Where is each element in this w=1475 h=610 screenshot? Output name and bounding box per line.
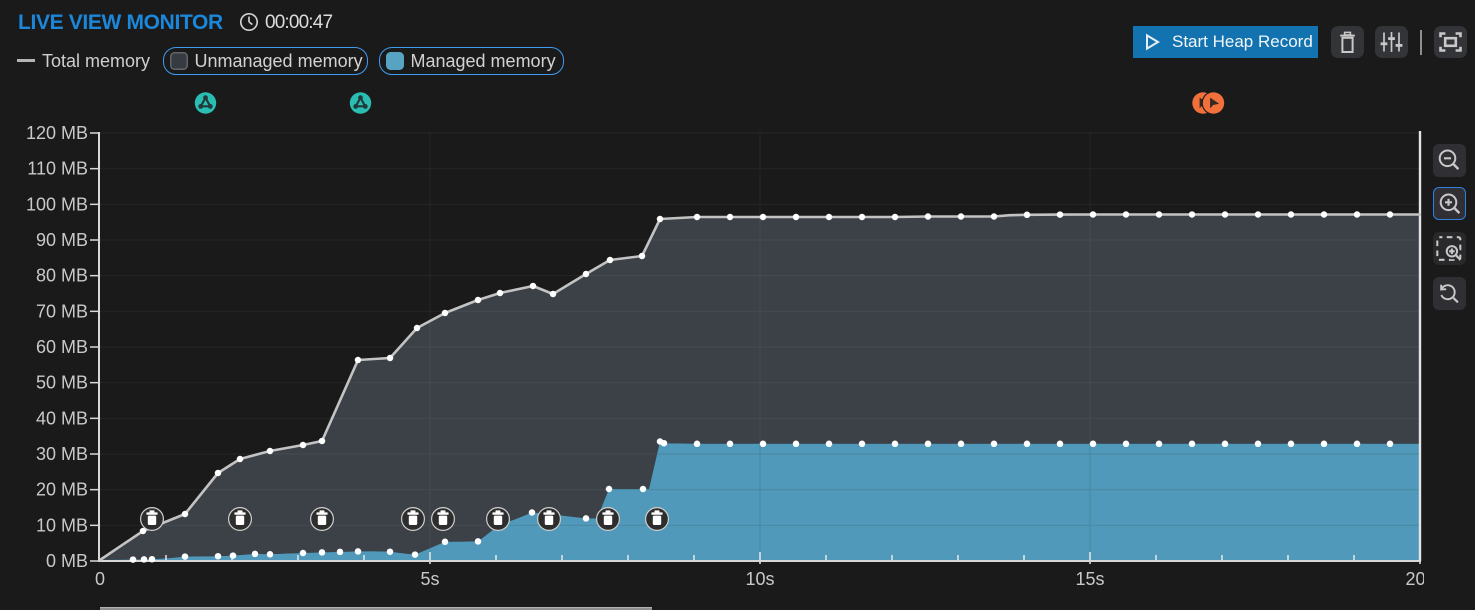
svg-text:20s: 20s (1405, 569, 1434, 589)
svg-text:110 MB: 110 MB (27, 159, 88, 179)
svg-text:80 MB: 80 MB (36, 266, 88, 286)
svg-text:120 MB: 120 MB (26, 123, 88, 143)
svg-text:60 MB: 60 MB (36, 337, 88, 357)
svg-text:90 MB: 90 MB (36, 230, 88, 250)
svg-text:0 MB: 0 MB (46, 551, 88, 571)
svg-text:10s: 10s (745, 569, 774, 589)
svg-text:100 MB: 100 MB (26, 194, 88, 214)
svg-text:70 MB: 70 MB (36, 301, 88, 321)
svg-text:15s: 15s (1075, 569, 1104, 589)
svg-text:30 MB: 30 MB (36, 444, 88, 464)
svg-text:40 MB: 40 MB (36, 408, 88, 428)
svg-text:5s: 5s (420, 569, 439, 589)
svg-text:50 MB: 50 MB (36, 373, 88, 393)
svg-text:0: 0 (95, 569, 105, 589)
svg-text:20 MB: 20 MB (36, 480, 88, 500)
svg-text:10 MB: 10 MB (36, 515, 88, 535)
